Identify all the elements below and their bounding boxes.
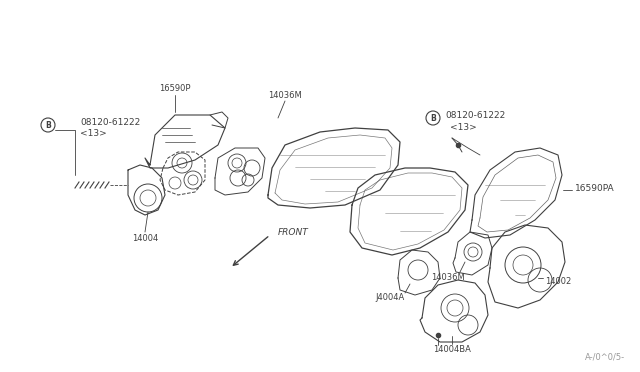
Text: <13>: <13> — [80, 128, 107, 138]
Text: 08120-61222: 08120-61222 — [445, 110, 505, 119]
Text: FRONT: FRONT — [278, 228, 308, 237]
Text: 14036M: 14036M — [431, 273, 465, 282]
Text: 14002: 14002 — [545, 278, 572, 286]
Text: B: B — [45, 121, 51, 129]
Text: 16590PA: 16590PA — [575, 183, 614, 192]
Text: 14004: 14004 — [132, 234, 158, 243]
Text: A-/0^0/5-: A-/0^0/5- — [585, 353, 625, 362]
Text: B: B — [430, 113, 436, 122]
Text: J4004A: J4004A — [376, 294, 404, 302]
Text: <13>: <13> — [450, 122, 477, 131]
Text: 08120-61222: 08120-61222 — [80, 118, 140, 126]
Text: 16590P: 16590P — [159, 83, 191, 93]
Text: 14004BA: 14004BA — [433, 346, 471, 355]
Text: 14036M: 14036M — [268, 90, 302, 99]
